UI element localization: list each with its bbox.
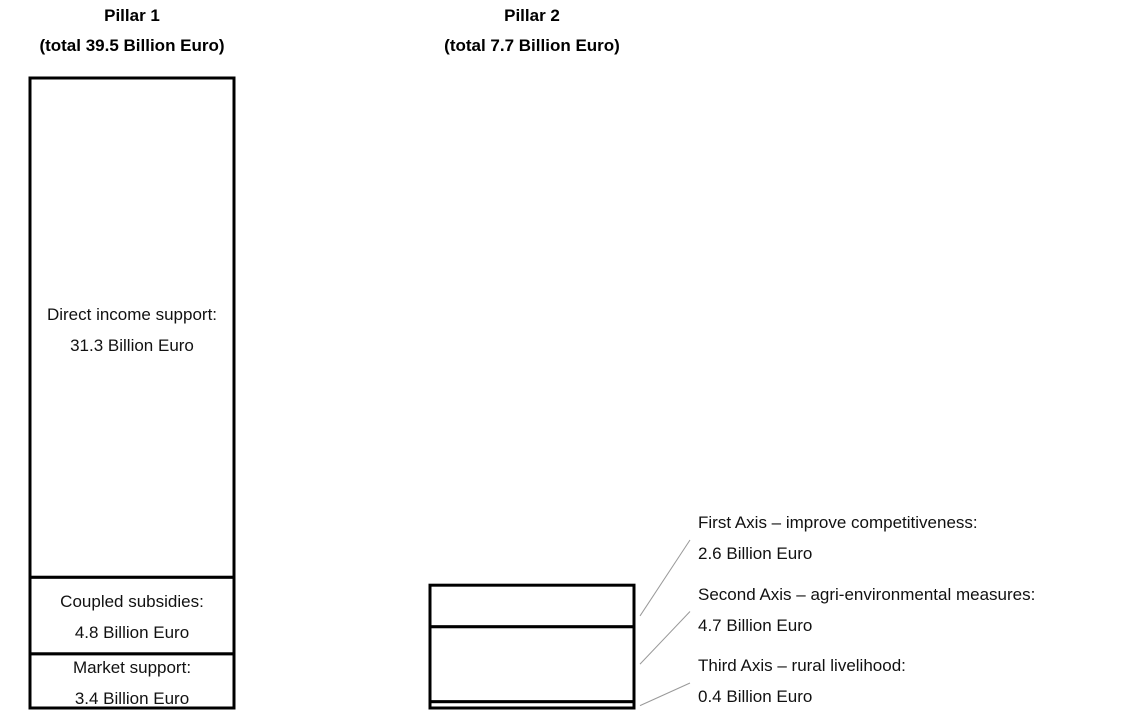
segment-name: Second Axis – agri-environmental measure… [698, 584, 1036, 604]
segment-label: Market support: 3.4 Billion Euro [34, 652, 230, 711]
leader-line [639, 682, 691, 707]
segment-name: Direct income support: [46, 304, 218, 324]
value-label: 4.8 Billion Euro [74, 623, 190, 643]
bar-segment [428, 583, 636, 629]
segment-label: Coupled subsidies: 4.8 Billion Euro [34, 586, 230, 648]
segment-name: Market support: [72, 657, 192, 677]
chart-title: Pillar 1 [104, 6, 160, 25]
value-label: 31.3 Billion Euro [70, 335, 194, 355]
segment-label: Direct income support: 31.3 Billion Euro [34, 299, 230, 361]
chart-subtitle: (total 39.5 Billion Euro) [39, 36, 225, 55]
bar-segment [28, 76, 236, 579]
chart-subtitle: (total 7.7 Billion Euro) [444, 36, 620, 55]
bar-segment [28, 575, 236, 656]
segment-name: Third Axis – rural livelihood: [698, 656, 906, 675]
segment-name: Coupled subsidies: [60, 592, 204, 612]
segment-label: First Axis – improve competitiveness: 2.6… [698, 507, 978, 569]
segment-label: Third Axis – rural livelihood: 0.4 Billio… [698, 650, 906, 711]
bar-segment [28, 652, 236, 710]
value-label: 4.7 Billion Euro [698, 615, 813, 635]
segment-name: First Axis – improve competitiveness: [698, 513, 978, 532]
segment-label: Second Axis – agri-environmental measure… [698, 579, 1035, 641]
value-label: 2.6 Billion Euro [698, 544, 813, 563]
value-label: 3.4 Billion Euro [74, 688, 190, 708]
leader-line [639, 611, 691, 665]
bar-segment [428, 625, 636, 704]
chart-title: Pillar 2 [504, 6, 560, 25]
leader-line [639, 539, 691, 617]
value-label: 0.4 Billion Euro [698, 687, 813, 706]
